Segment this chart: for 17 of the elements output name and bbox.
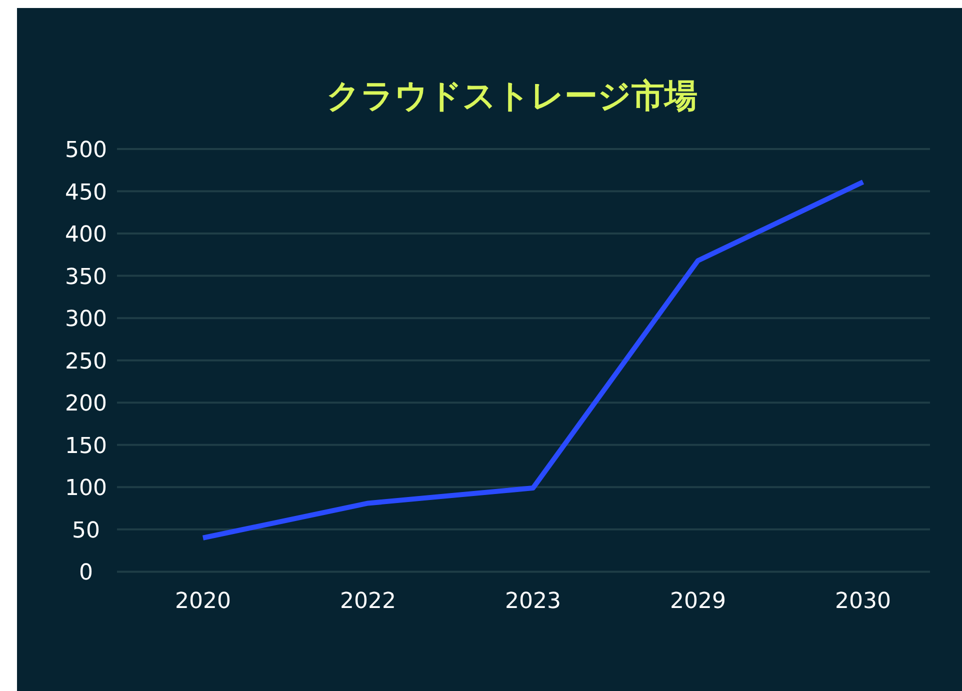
y-tick-label: 400 — [65, 222, 107, 248]
y-tick-label: 100 — [65, 476, 107, 502]
y-tick-label: 250 — [65, 349, 107, 374]
x-tick-label: 2029 — [670, 589, 726, 614]
x-tick-label: 2023 — [505, 589, 561, 614]
y-tick-label: 50 — [72, 518, 100, 544]
y-tick-label: 200 — [65, 392, 107, 417]
y-tick-label: 450 — [65, 180, 107, 206]
y-tick-label: 300 — [65, 307, 107, 332]
x-tick-label: 2020 — [175, 589, 231, 614]
y-tick-label: 0 — [79, 560, 93, 586]
y-tick-label: 350 — [65, 264, 107, 290]
x-tick-label: 2030 — [835, 589, 891, 614]
y-tick-label: 150 — [65, 434, 107, 459]
x-tick-label: 2022 — [340, 589, 396, 614]
y-tick-label: 500 — [65, 138, 107, 163]
chart-title: クラウドストレージ市場 — [326, 76, 698, 115]
